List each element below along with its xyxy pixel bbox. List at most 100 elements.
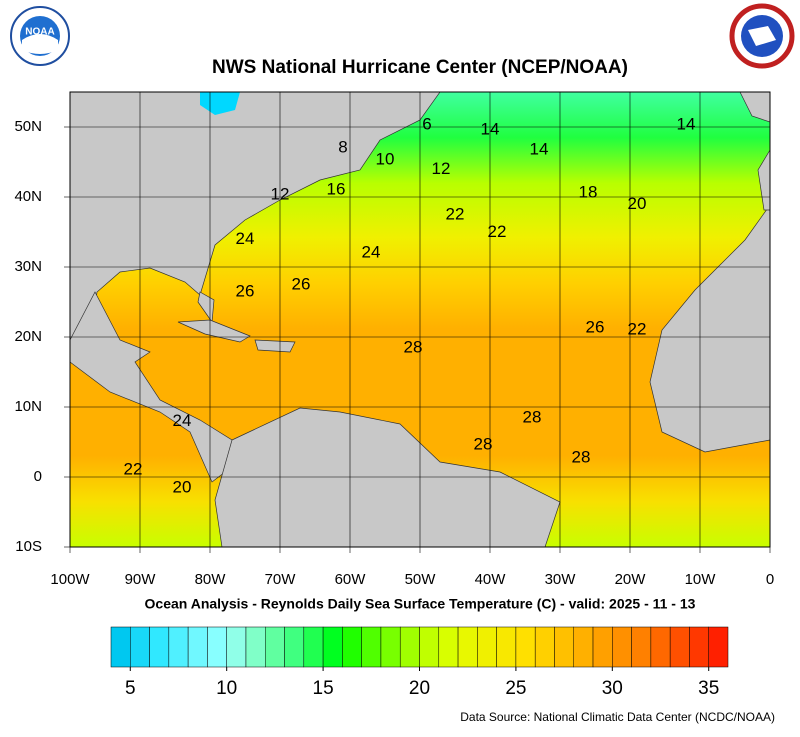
contour-label: 22: [446, 205, 465, 224]
colorbar-swatch: [399, 626, 420, 668]
contour-label: 24: [362, 242, 381, 261]
lon-tick-label: 40W: [475, 571, 507, 588]
contour-label: 14: [677, 114, 696, 133]
colorbar-swatch: [438, 626, 459, 668]
colorbar-swatch: [130, 626, 150, 668]
hispaniola: [254, 339, 296, 353]
lon-tick-label: 30W: [545, 571, 577, 588]
colorbar-swatch: [149, 626, 170, 668]
colorbar-swatch: [631, 626, 652, 668]
contour-label: 22: [124, 459, 143, 478]
contour-label: 20: [173, 478, 192, 497]
colorbar-swatch: [245, 626, 266, 668]
contour-label: 20: [628, 194, 647, 213]
colorbar-swatch: [515, 626, 536, 668]
contour-label: 28: [404, 338, 423, 357]
colorbar-swatch: [284, 626, 305, 668]
colorbar-swatch: [187, 626, 208, 668]
lon-tick-label: 50W: [405, 571, 437, 588]
colorbar-swatch: [592, 626, 613, 668]
contour-label: 28: [572, 448, 591, 467]
title: NWS National Hurricane Center (NCEP/NOAA…: [212, 57, 628, 78]
colorbar-swatch: [265, 626, 285, 668]
colorbar-tick-label: 30: [602, 678, 623, 699]
colorbar-swatch: [380, 626, 401, 668]
colorbar-swatch: [534, 626, 555, 668]
iberia: [757, 149, 770, 211]
contour-label: 24: [173, 411, 192, 430]
contour-label: 10: [376, 149, 395, 168]
colorbar-tick-label: 15: [313, 678, 334, 699]
colorbar-swatch: [477, 626, 497, 668]
contour-label: 8: [338, 137, 347, 156]
colorbar-swatch: [110, 626, 131, 668]
colorbar-tick-label: 10: [216, 678, 237, 699]
colorbar: 5 10 15 20 25 30 35: [110, 626, 729, 699]
colorbar-tick-label: 20: [409, 678, 430, 699]
contour-label: 14: [530, 140, 549, 159]
colorbar-swatch: [419, 626, 440, 668]
contour-label: 18: [579, 182, 598, 201]
contour-label: 28: [523, 408, 542, 427]
europe: [739, 92, 770, 123]
colorbar-tick-label: 5: [125, 678, 136, 699]
lon-tick-label: 60W: [335, 571, 367, 588]
lon-tick-label: 10W: [685, 571, 717, 588]
lon-tick-label: 100W: [50, 571, 90, 588]
colorbar-swatch: [612, 626, 632, 668]
lon-tick-label: 70W: [265, 571, 297, 588]
colorbar-swatch: [689, 626, 709, 668]
map-area: 6 14 14 14 8 10 12 12 16 18 20 22 22 24 24 26 26 26 22 28 28…: [70, 92, 770, 547]
contour-label: 26: [586, 317, 605, 336]
contour-label: 12: [271, 184, 290, 203]
lon-tick-label: 20W: [615, 571, 647, 588]
colorbar-swatch: [457, 626, 478, 668]
colorbar-swatch: [573, 626, 594, 668]
contour-label: 26: [292, 275, 311, 294]
south-america: [214, 407, 561, 547]
contour-label: 22: [488, 222, 507, 241]
colorbar-swatch: [650, 626, 671, 668]
lon-tick-label: 80W: [195, 571, 227, 588]
contour-label: 6: [422, 114, 431, 133]
contour-label: 24: [236, 229, 255, 248]
contour-label: 14: [481, 119, 500, 138]
lat-tick-label: 10S: [15, 538, 42, 555]
noaa-logo: NOAA: [10, 6, 70, 66]
colorbar-tick-label: 25: [505, 678, 526, 699]
lat-tick-label: 10N: [14, 398, 42, 415]
contour-label: 26: [236, 282, 255, 301]
colorbar-swatch: [322, 626, 343, 668]
source: Data Source: National Climatic Data Cent…: [460, 710, 775, 724]
grid: [70, 92, 770, 547]
lat-tick-label: 20N: [14, 328, 42, 345]
lon-tick-label: 0: [766, 571, 774, 588]
nws-logo: [729, 3, 795, 69]
axes: 100W 90W 80W 70W 60W 50W 40W 30W 20W 10W 0 50N 40N 30…: [14, 118, 774, 588]
colorbar-swatch: [303, 626, 324, 668]
colorbar-swatch: [207, 626, 227, 668]
lat-tick-label: 40N: [14, 188, 42, 205]
colorbar-swatch: [361, 626, 382, 668]
cuba: [177, 319, 251, 343]
colorbar-swatch: [496, 626, 517, 668]
noaa-logo-text: NOAA: [25, 27, 54, 38]
colorbar-tick-label: 35: [698, 678, 719, 699]
contour-label: 28: [474, 434, 493, 453]
colorbar-swatch: [554, 626, 574, 668]
contour-labels: 6 14 14 14 8 10 12 12 16 18 20 22 22 24 24 26 26 26 22 28 28…: [124, 114, 696, 496]
lat-tick-label: 0: [34, 468, 42, 485]
colorbar-swatch: [669, 626, 690, 668]
contour-label: 22: [628, 319, 647, 338]
lat-tick-label: 30N: [14, 258, 42, 275]
colorbar-swatch: [342, 626, 362, 668]
colorbar-swatch: [708, 626, 729, 668]
lon-tick-label: 90W: [125, 571, 157, 588]
contour-label: 12: [432, 159, 451, 178]
contour-label: 16: [327, 179, 346, 198]
lat-tick-label: 50N: [14, 118, 42, 135]
colorbar-swatch: [168, 626, 189, 668]
colorbar-swatch: [226, 626, 247, 668]
subtitle: Ocean Analysis - Reynolds Daily Sea Surf…: [145, 596, 696, 612]
